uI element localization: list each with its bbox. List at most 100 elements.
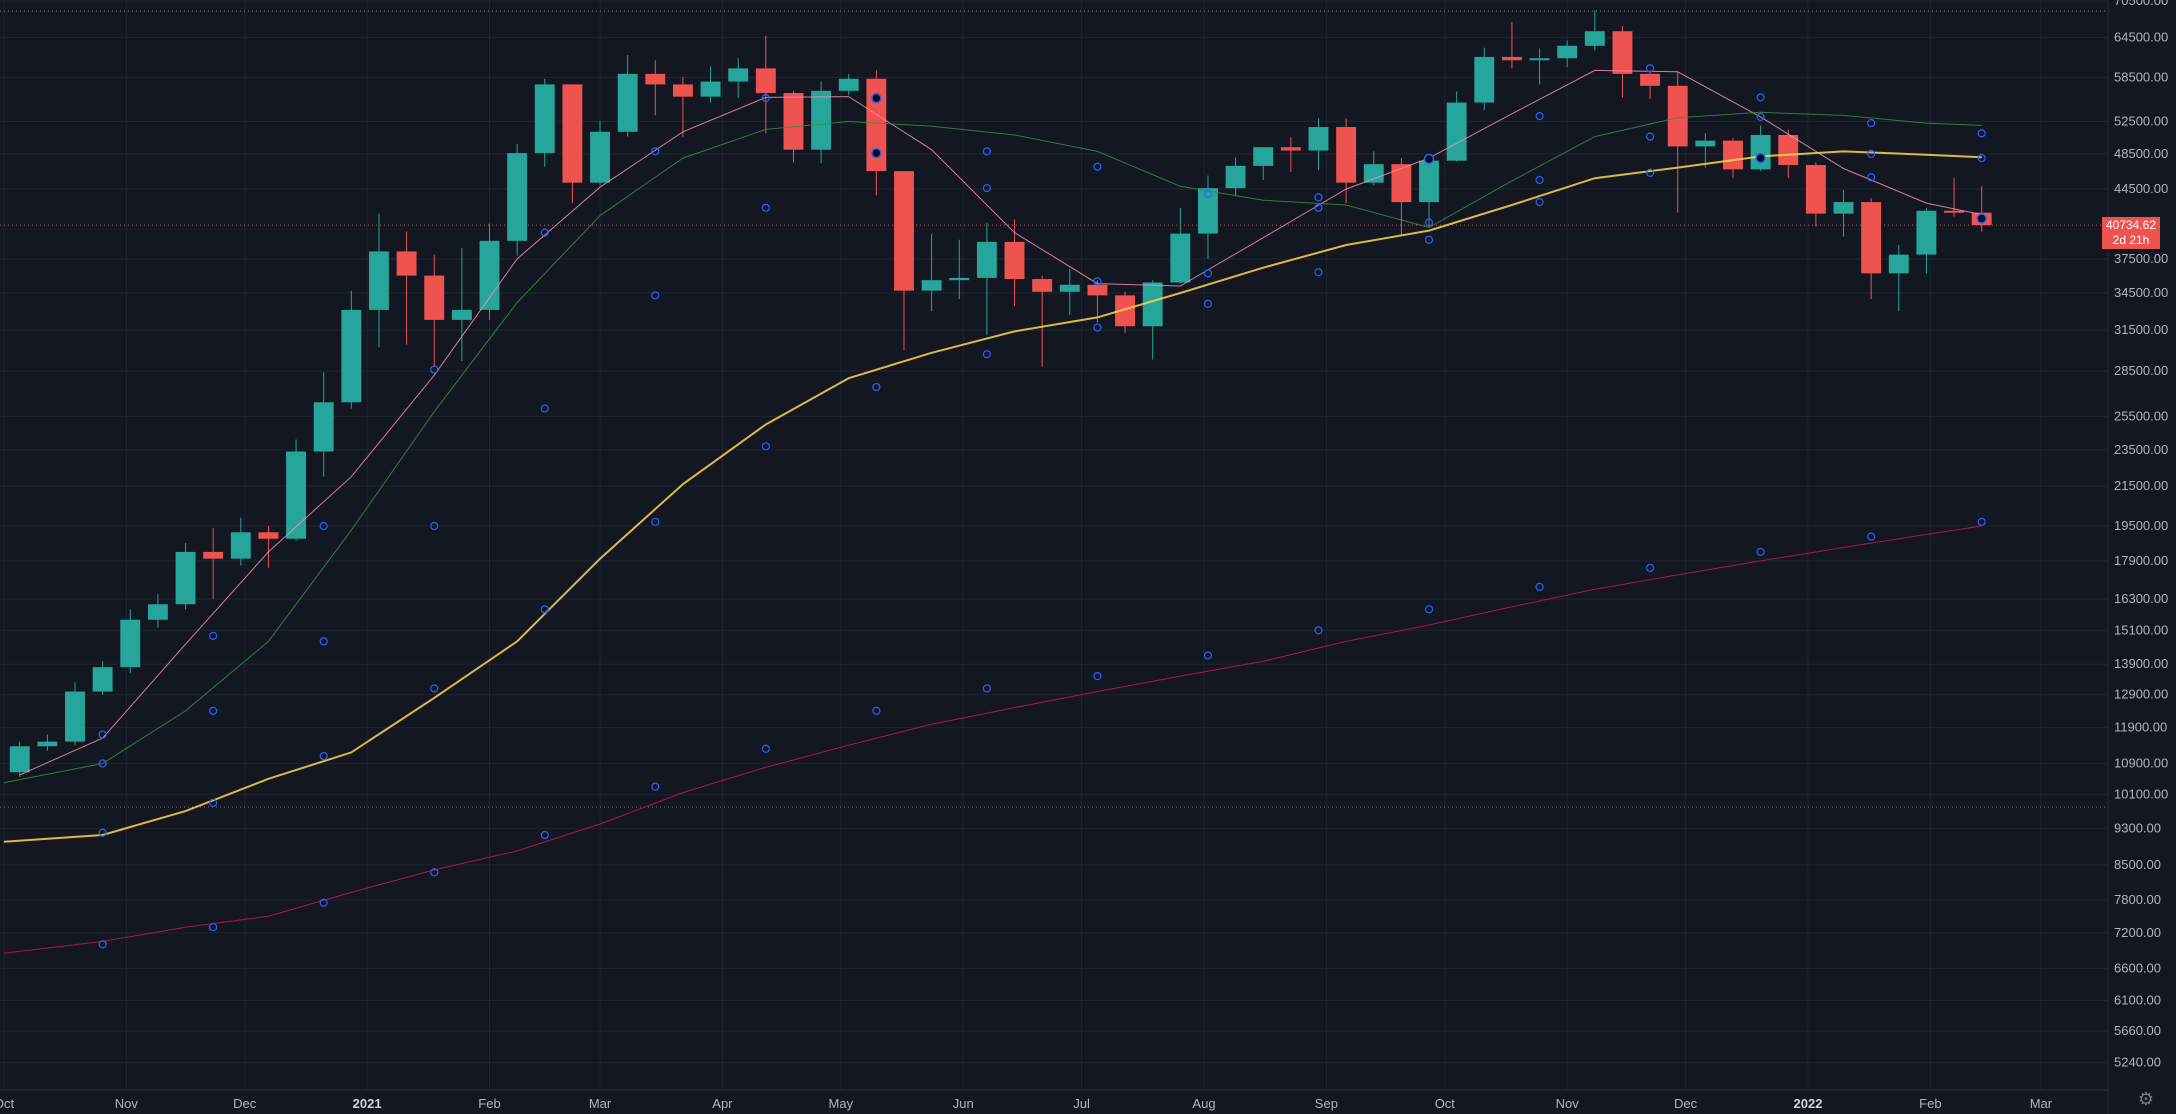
marker-dot xyxy=(1645,563,1655,572)
candle xyxy=(1750,125,1771,172)
candle xyxy=(507,143,528,256)
y-tick-label: 44500.00 xyxy=(2114,181,2168,196)
y-tick-label: 16300.00 xyxy=(2114,591,2168,606)
candle xyxy=(1225,157,1246,196)
marker-dot xyxy=(319,637,328,646)
candle xyxy=(700,66,721,103)
candle-body xyxy=(451,309,472,320)
countdown-value: 2d 21h xyxy=(2112,233,2150,248)
candle-body xyxy=(1225,165,1246,189)
candle xyxy=(1308,118,1329,171)
candle-body xyxy=(1557,45,1578,59)
candle xyxy=(1833,189,1854,237)
y-tick-label: 9300.00 xyxy=(2114,820,2161,835)
y-tick-label: 31500.00 xyxy=(2114,322,2168,337)
candle xyxy=(451,248,472,362)
marker-dot xyxy=(1203,269,1213,278)
candle-body xyxy=(1308,127,1329,151)
y-tick-label: 6100.00 xyxy=(2114,993,2161,1008)
candle xyxy=(1529,48,1550,85)
candle xyxy=(811,81,832,164)
candle xyxy=(341,290,362,409)
candle-body xyxy=(1944,210,1964,213)
x-tick-label: Feb xyxy=(1919,1096,1941,1111)
marker-dot xyxy=(1535,582,1544,591)
candle-body xyxy=(755,68,776,94)
candle-body xyxy=(9,746,30,773)
x-tick-label: Oct xyxy=(1435,1096,1456,1111)
grid xyxy=(0,0,2108,1090)
candle xyxy=(1170,207,1191,284)
y-tick-label: 70500.00 xyxy=(2114,0,2168,8)
candle xyxy=(369,213,389,348)
candle-body xyxy=(976,241,997,278)
marker-dot xyxy=(1977,129,1986,138)
candle-body xyxy=(1391,164,1412,203)
candle-body xyxy=(921,280,942,291)
y-tick-label: 8500.00 xyxy=(2114,857,2161,872)
candle xyxy=(645,60,666,116)
marker-dot xyxy=(1424,218,1434,227)
time-axis[interactable]: Oct Nov Dec 2021 Feb Mar Apr May Jun Jul Aug Sep Oct… xyxy=(0,1096,2053,1111)
marker-dot xyxy=(1203,299,1213,308)
marker-dot xyxy=(761,442,770,451)
y-tick-label: 13900.00 xyxy=(2114,656,2168,671)
candle-body xyxy=(700,81,721,97)
marker-dot xyxy=(651,291,660,300)
price-axis[interactable]: 70500.00 64500.00 58500.00 52500.00 48500.00… xyxy=(2114,0,2168,1070)
x-tick-label: Mar xyxy=(2030,1096,2053,1111)
marker-dot xyxy=(98,828,107,837)
candle-body xyxy=(147,604,168,620)
y-tick-label: 5240.00 xyxy=(2114,1055,2161,1070)
candle-body xyxy=(1336,127,1357,183)
candle xyxy=(424,254,445,367)
candle xyxy=(534,78,555,167)
marker-dot xyxy=(651,517,660,526)
marker-dot xyxy=(982,684,991,693)
marker-dot xyxy=(540,830,549,840)
candle-body xyxy=(1474,56,1495,103)
candles xyxy=(9,9,1992,777)
marker-dot-filled xyxy=(871,147,882,159)
marker-dot xyxy=(1093,277,1102,286)
candle xyxy=(838,73,859,96)
x-tick-label: 2021 xyxy=(353,1096,382,1111)
candle-body xyxy=(175,551,196,605)
y-tick-label: 5660.00 xyxy=(2114,1023,2161,1038)
candle-body xyxy=(1280,147,1301,151)
marker-dot xyxy=(1535,198,1544,207)
marker-dot xyxy=(761,203,770,212)
y-tick-label: 21500.00 xyxy=(2114,478,2168,493)
y-tick-label: 23500.00 xyxy=(2114,442,2168,457)
moving-average-line xyxy=(3,111,1982,784)
candle-body xyxy=(1087,284,1108,296)
x-tick-label: May xyxy=(829,1096,854,1111)
marker-dot xyxy=(1867,173,1876,182)
candle xyxy=(1004,219,1025,307)
candle xyxy=(866,70,887,196)
candle xyxy=(92,661,113,695)
candle-body xyxy=(313,402,334,452)
marker-dot xyxy=(1314,193,1323,202)
marker-dot xyxy=(98,940,107,949)
y-tick-label: 19500.00 xyxy=(2114,518,2168,533)
candle-body xyxy=(1529,58,1550,61)
x-tick-label: Dec xyxy=(1674,1096,1698,1111)
candle-body xyxy=(1778,134,1799,165)
candle xyxy=(396,231,417,345)
candle-body xyxy=(1059,284,1080,292)
candle xyxy=(175,543,196,610)
x-tick-label: Aug xyxy=(1192,1096,1215,1111)
marker-dot xyxy=(1867,149,1876,159)
candle-body xyxy=(1805,164,1826,214)
last-price-value: 40734.62 xyxy=(2105,218,2157,233)
moving-average-line xyxy=(3,525,1982,954)
candle xyxy=(258,525,279,568)
marker-dot xyxy=(1203,189,1213,198)
x-tick-label: Dec xyxy=(233,1096,257,1111)
marker-dot xyxy=(430,365,439,374)
gear-icon[interactable]: ⚙ xyxy=(2137,1089,2155,1110)
marker-dot xyxy=(1867,118,1876,128)
candle-body xyxy=(1861,202,1882,274)
